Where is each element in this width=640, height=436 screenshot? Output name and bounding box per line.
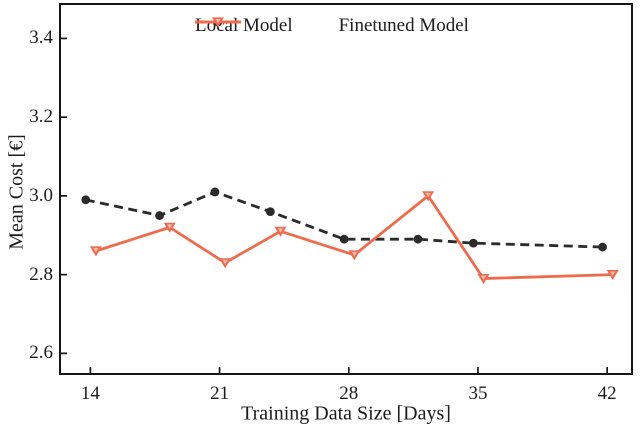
y-tick-label: 2.8 xyxy=(29,263,53,285)
x-tick-label: 42 xyxy=(597,383,617,404)
data-point-circle xyxy=(210,187,220,197)
data-point-triangle-center xyxy=(425,192,431,198)
y-tick-label: 2.6 xyxy=(29,342,53,364)
data-point-circle xyxy=(413,234,423,244)
data-point-circle xyxy=(81,195,91,205)
data-point-circle xyxy=(339,234,349,244)
legend-triangle-marker-center xyxy=(215,19,221,24)
data-point-circle xyxy=(265,207,275,217)
plot-frame xyxy=(59,3,633,375)
series-line-1 xyxy=(95,194,613,280)
legend-label-finetuned-model: Finetuned Model xyxy=(338,15,469,36)
x-tick-label: 21 xyxy=(210,383,230,404)
data-point-triangle-center xyxy=(167,224,173,229)
data-point-triangle-center xyxy=(351,251,357,257)
series-line-0 xyxy=(85,190,603,249)
legend-entry-finetuned-model: Finetuned Model xyxy=(195,15,469,37)
data-point-triangle-center xyxy=(277,228,284,233)
x-tick-label: 28 xyxy=(339,383,359,404)
data-point-triangle-center xyxy=(610,271,616,277)
data-point-circle xyxy=(155,211,164,220)
data-point-triangle-center xyxy=(222,259,228,265)
data-point-triangle-center xyxy=(93,248,99,253)
data-point-circle xyxy=(468,238,478,248)
solid-line-triangle-marker-icon xyxy=(195,17,241,28)
y-tick-label: 3.4 xyxy=(29,27,53,49)
data-point-triangle-center xyxy=(480,275,487,280)
data-point-circle xyxy=(598,242,607,252)
y-tick-label: 3.2 xyxy=(29,106,53,128)
y-tick-label: 3.0 xyxy=(29,184,53,206)
x-tick-label: 35 xyxy=(468,383,488,404)
plot-canvas xyxy=(59,3,633,375)
x-axis-label: Training Data Size [Days] xyxy=(241,402,451,425)
x-tick-label: 14 xyxy=(80,383,100,404)
plot-area: Local Model Finetuned Model xyxy=(59,3,633,375)
legend: Local Model Finetuned Model xyxy=(195,15,469,37)
